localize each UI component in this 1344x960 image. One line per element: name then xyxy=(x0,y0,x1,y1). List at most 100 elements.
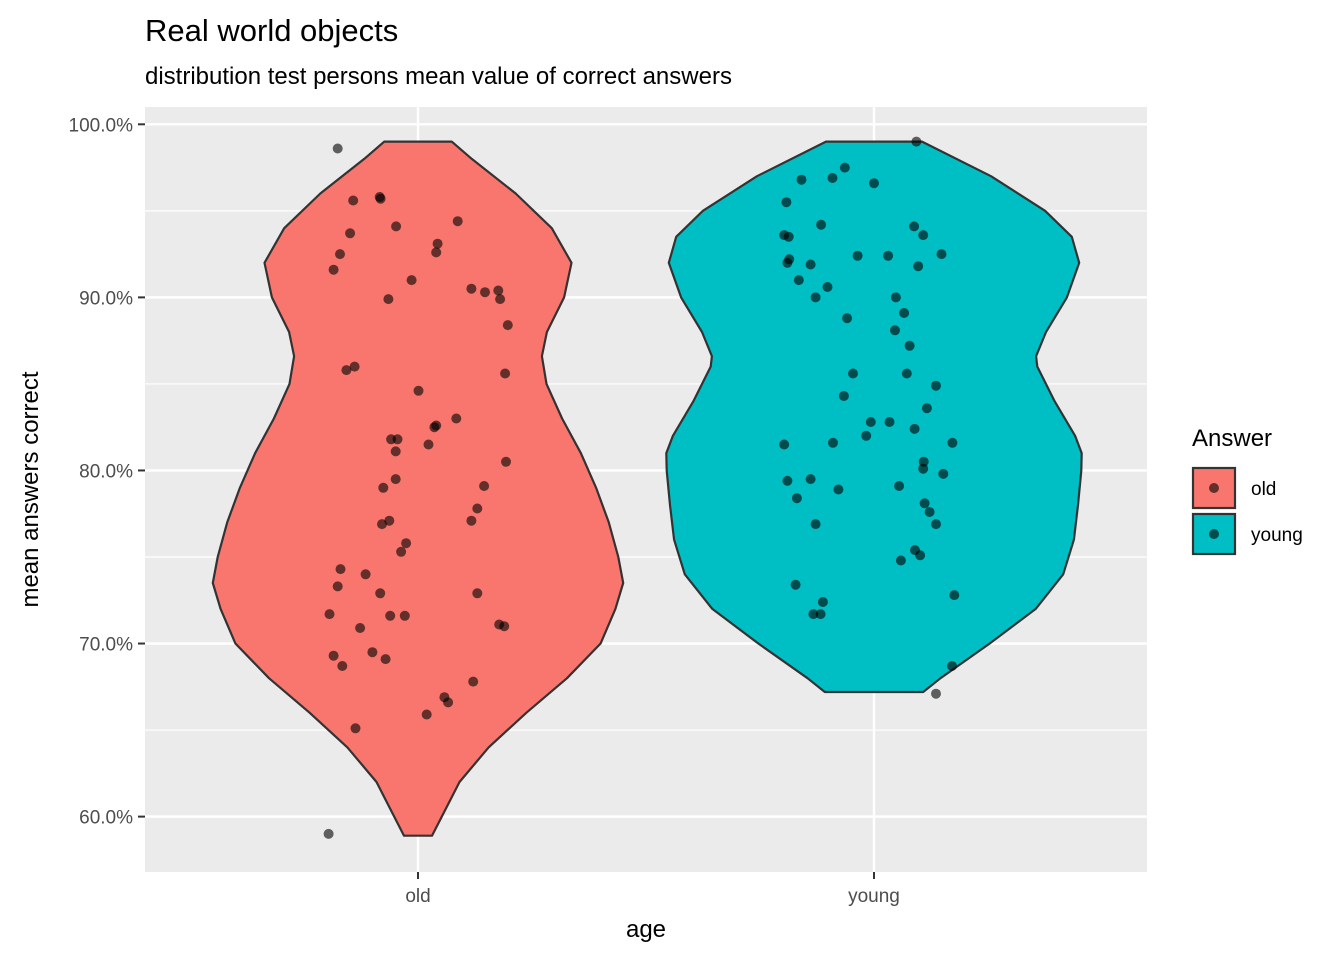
data-point-young xyxy=(839,162,850,173)
data-point-young xyxy=(793,275,804,286)
data-point-young xyxy=(911,136,922,147)
data-point-young xyxy=(816,219,827,230)
data-point-old xyxy=(384,515,395,526)
data-point-old xyxy=(429,422,440,433)
data-point-young xyxy=(938,468,949,479)
data-point-young xyxy=(918,463,929,474)
data-point-young xyxy=(782,257,793,268)
data-point-old xyxy=(399,610,410,621)
data-point-old xyxy=(385,610,396,621)
data-point-young xyxy=(838,391,849,401)
data-point-young xyxy=(919,498,930,509)
data-point-old xyxy=(502,320,513,331)
data-point-young xyxy=(869,178,879,189)
data-point-young xyxy=(949,590,960,601)
data-point-young xyxy=(931,380,941,391)
data-point-young xyxy=(852,250,863,261)
data-point-old xyxy=(392,434,403,445)
data-point-old xyxy=(378,482,389,493)
data-point-young xyxy=(791,493,802,504)
data-point-old xyxy=(401,538,412,549)
data-point-old xyxy=(493,285,504,296)
data-point-young xyxy=(861,430,872,441)
data-point-old xyxy=(466,515,477,526)
data-point-young xyxy=(931,688,941,699)
data-point-young xyxy=(924,507,935,517)
data-point-old xyxy=(328,264,339,275)
legend-point-young xyxy=(1209,529,1219,539)
data-point-old xyxy=(350,723,361,734)
chart-title: Real world objects xyxy=(145,13,398,48)
data-point-young xyxy=(884,417,895,427)
data-point-young xyxy=(790,579,801,590)
data-point-old xyxy=(375,588,386,599)
data-point-old xyxy=(500,368,511,379)
data-point-young xyxy=(815,609,826,620)
data-point-young xyxy=(883,250,894,261)
data-point-young xyxy=(865,417,876,427)
legend-point-old xyxy=(1209,483,1219,493)
data-point-old xyxy=(335,249,345,260)
data-point-young xyxy=(947,661,957,671)
data-point-old xyxy=(472,503,483,514)
data-point-young xyxy=(894,481,905,491)
data-point-old xyxy=(501,456,511,467)
data-point-young xyxy=(827,173,838,183)
data-point-old xyxy=(348,195,359,206)
data-point-old xyxy=(396,546,407,557)
data-point-old xyxy=(349,361,360,372)
data-point-old xyxy=(328,650,339,661)
data-point-young xyxy=(909,221,920,232)
data-point-old xyxy=(413,385,424,396)
data-point-old xyxy=(380,654,391,665)
data-point-young xyxy=(781,197,792,208)
data-point-young xyxy=(796,174,807,185)
data-point-old xyxy=(383,294,394,305)
legend: Answer old young xyxy=(1191,425,1303,556)
data-point-old xyxy=(452,216,463,227)
data-point-young xyxy=(822,282,833,292)
x-tick-label: old xyxy=(405,886,430,907)
jitter-points xyxy=(323,136,960,839)
data-point-old xyxy=(375,193,386,204)
data-point-old xyxy=(406,275,417,286)
data-point-young xyxy=(921,403,932,414)
data-point-young xyxy=(899,308,910,318)
data-point-old xyxy=(451,413,462,424)
chart-subtitle: distribution test persons mean value of … xyxy=(145,63,732,90)
data-point-old xyxy=(443,697,454,708)
data-point-old xyxy=(472,588,483,599)
data-point-young xyxy=(936,249,947,260)
data-point-old xyxy=(332,143,343,154)
data-point-old xyxy=(355,623,366,633)
data-point-young xyxy=(828,437,838,448)
data-point-young xyxy=(842,313,853,324)
data-point-young xyxy=(915,550,926,561)
data-point-young xyxy=(947,437,958,448)
y-tick-label: 70.0% xyxy=(79,635,133,656)
violin-old xyxy=(211,140,625,837)
data-point-young xyxy=(805,259,816,270)
data-point-old xyxy=(431,247,442,258)
x-tick-label: young xyxy=(848,886,900,907)
data-point-old xyxy=(421,709,432,720)
data-point-old xyxy=(495,294,506,305)
data-point-old xyxy=(432,238,443,249)
data-point-old xyxy=(360,569,371,580)
data-point-young xyxy=(901,368,912,379)
data-point-young xyxy=(808,609,819,620)
data-point-old xyxy=(335,564,346,575)
data-point-old xyxy=(499,621,510,632)
violin-young xyxy=(665,140,1083,694)
data-point-young xyxy=(890,325,900,336)
data-point-young xyxy=(895,555,906,566)
data-point-young xyxy=(904,340,915,351)
legend-label-old: old xyxy=(1251,479,1276,500)
data-point-old xyxy=(367,647,378,658)
data-point-young xyxy=(783,231,794,242)
x-axis-title: age xyxy=(626,916,666,943)
data-point-old xyxy=(332,581,343,592)
data-point-young xyxy=(805,474,816,485)
axes: 60.0% 70.0% 80.0% 90.0% 100.0% old young xyxy=(69,115,900,907)
